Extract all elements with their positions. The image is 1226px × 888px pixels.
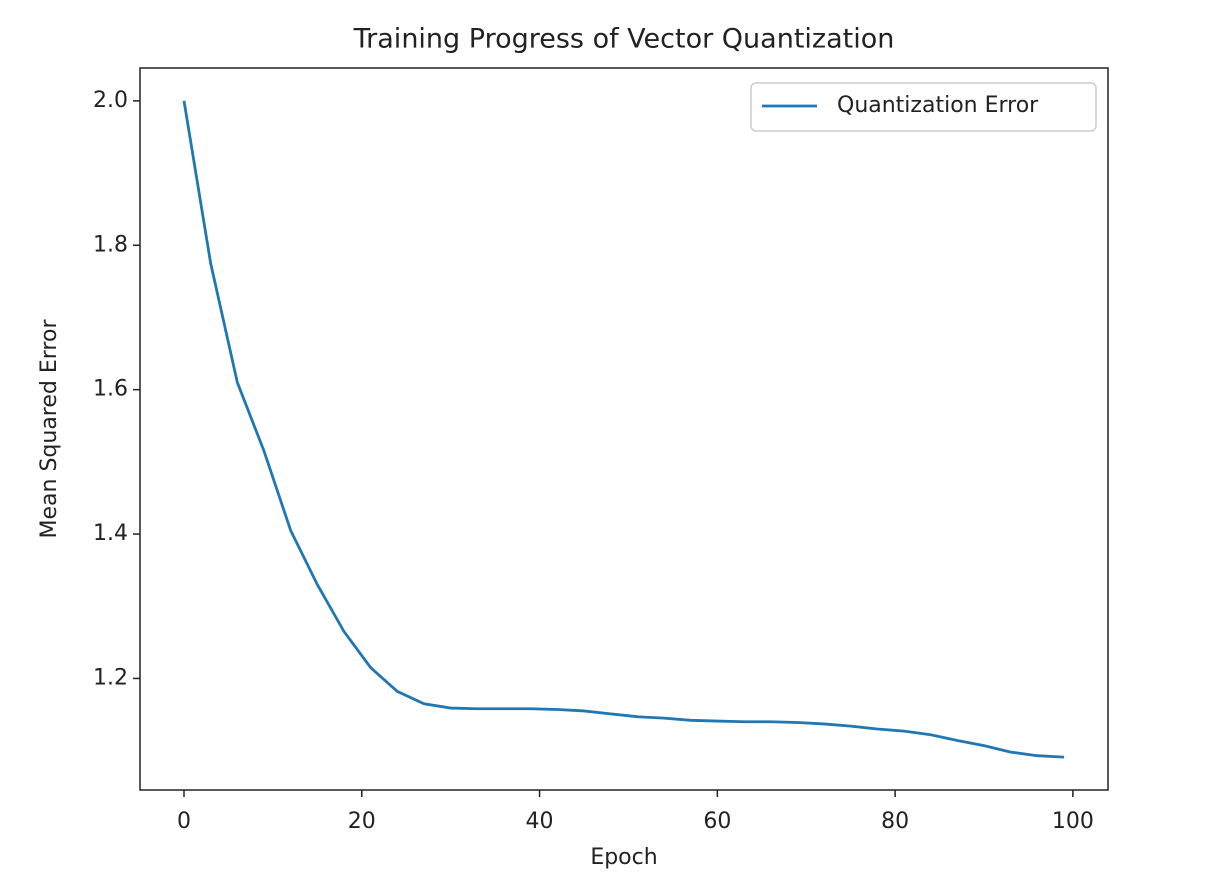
data-line — [182, 100, 1065, 759]
y-tick-label: 2.0 — [93, 88, 128, 113]
x-tick-label: 40 — [526, 809, 554, 834]
x-tick-label: 100 — [1052, 809, 1094, 834]
x-tick-label: 0 — [177, 809, 191, 834]
x-axis-label: Epoch — [590, 845, 657, 870]
plot-frame — [139, 67, 1109, 791]
y-axis-label: Mean Squared Error — [37, 319, 62, 539]
y-tick-label: 1.4 — [93, 521, 128, 546]
y-tick-label: 1.2 — [93, 665, 128, 690]
x-tick-label: 80 — [881, 809, 909, 834]
x-tick-label: 20 — [348, 809, 376, 834]
legend-box — [750, 82, 1097, 132]
y-tick-label: 1.8 — [93, 232, 128, 257]
x-tick-label: 60 — [703, 809, 731, 834]
legend-label: Quantization Error — [837, 93, 1039, 118]
y-tick-label: 1.6 — [93, 377, 128, 402]
chart-title: Training Progress of Vector Quantization — [353, 24, 895, 55]
